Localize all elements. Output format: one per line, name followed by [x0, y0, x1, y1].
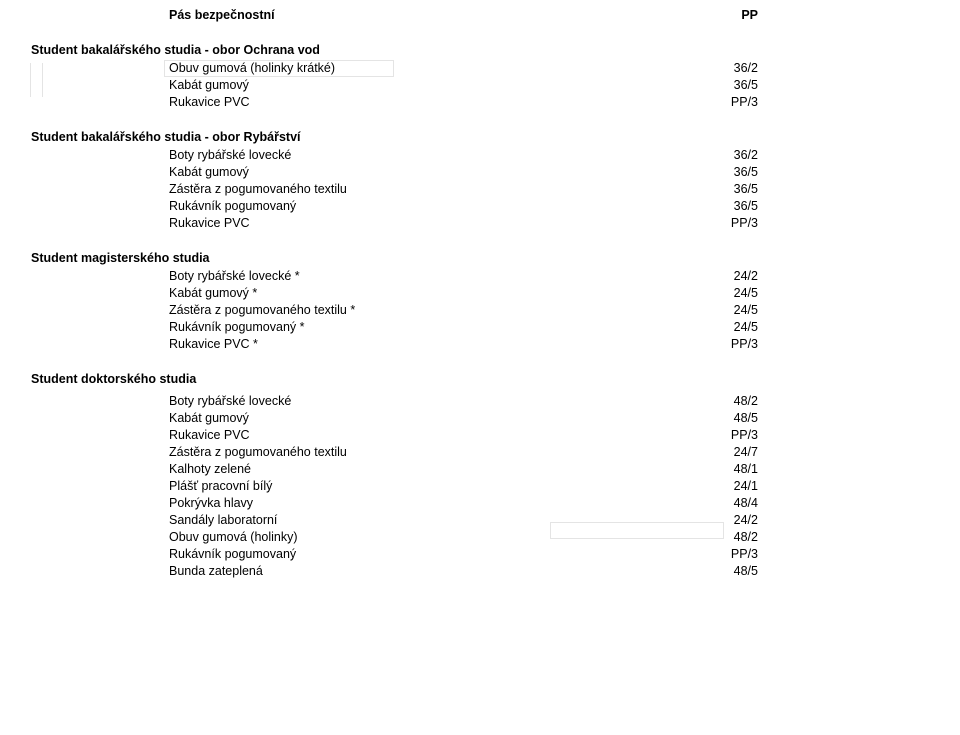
item-label: Boty rybářské lovecké — [168, 394, 291, 408]
page: Pás bezpečnostní PP Student bakalářského s… — [0, 0, 960, 735]
item-value: 24/1 — [680, 479, 760, 493]
list-item: Rukávník pogumovaný * 24/5 — [0, 318, 960, 335]
spacer — [0, 110, 960, 127]
item-value: PP — [680, 8, 760, 22]
item-value: PP/3 — [680, 428, 760, 442]
item-value: 36/5 — [680, 182, 760, 196]
item-label: Rukavice PVC — [168, 428, 250, 442]
list-item: Pás bezpečnostní PP — [0, 6, 960, 23]
item-label: Kalhoty zelené — [168, 462, 251, 476]
item-label: Rukavice PVC — [168, 216, 250, 230]
list-item: Boty rybářské lovecké 36/2 — [0, 146, 960, 163]
list-item: Sandály laboratorní 24/2 — [0, 511, 960, 528]
item-label: Zástěra z pogumovaného textilu — [168, 445, 347, 459]
item-value: 36/2 — [680, 148, 760, 162]
list-item: Kabát gumový 48/5 — [0, 409, 960, 426]
item-label: Rukávník pogumovaný * — [168, 320, 305, 334]
item-label: Kabát gumový — [168, 78, 249, 92]
item-label: Zástěra z pogumovaného textilu * — [168, 303, 355, 317]
list-item: Kabát gumový * 24/5 — [0, 284, 960, 301]
list-item: Bunda zateplená 48/5 — [0, 562, 960, 579]
list-item: Pokrývka hlavy 48/4 — [0, 494, 960, 511]
item-label: Boty rybářské lovecké * — [168, 269, 300, 283]
list-item: Kabát gumový 36/5 — [0, 76, 960, 93]
item-value: PP/3 — [680, 95, 760, 109]
item-label: Obuv gumová (holinky krátké) — [168, 61, 335, 75]
list-item: Plášť pracovní bílý 24/1 — [0, 477, 960, 494]
item-label: Pás bezpečnostní — [168, 8, 275, 22]
item-label: Kabát gumový — [168, 165, 249, 179]
item-label: Kabát gumový — [168, 411, 249, 425]
item-value: PP/3 — [680, 547, 760, 561]
item-label: Rukavice PVC — [168, 95, 250, 109]
item-value: 48/1 — [680, 462, 760, 476]
section-heading: Student bakalářského studia - obor Ochra… — [0, 40, 960, 59]
vertical-rule — [42, 63, 43, 97]
spacer — [0, 23, 960, 40]
item-label: Sandály laboratorní — [168, 513, 277, 527]
heading-text: Student bakalářského studia - obor Ochra… — [30, 43, 320, 57]
item-value: 24/5 — [680, 320, 760, 334]
item-value: 48/4 — [680, 496, 760, 510]
section-heading: Student doktorského studia — [0, 369, 960, 388]
list-item: Rukavice PVC PP/3 — [0, 214, 960, 231]
item-label: Rukávník pogumovaný — [168, 547, 296, 561]
item-label: Boty rybářské lovecké — [168, 148, 291, 162]
item-value: 24/5 — [680, 286, 760, 300]
list-item: Boty rybářské lovecké 48/2 — [0, 392, 960, 409]
item-label: Kabát gumový * — [168, 286, 257, 300]
item-value: 48/5 — [680, 564, 760, 578]
list-item: Kabát gumový 36/5 — [0, 163, 960, 180]
list-item: Zástěra z pogumovaného textilu * 24/5 — [0, 301, 960, 318]
item-value: 36/5 — [680, 199, 760, 213]
list-item: Rukávník pogumovaný 36/5 — [0, 197, 960, 214]
heading-text: Student doktorského studia — [30, 372, 196, 386]
item-value: 48/2 — [680, 394, 760, 408]
list-item: Boty rybářské lovecké * 24/2 — [0, 267, 960, 284]
item-label: Rukávník pogumovaný — [168, 199, 296, 213]
item-label: Pokrývka hlavy — [168, 496, 253, 510]
list-item: Zástěra z pogumovaného textilu 36/5 — [0, 180, 960, 197]
item-value: 48/2 — [680, 530, 760, 544]
section-heading: Student magisterského studia — [0, 248, 960, 267]
list-item: Rukavice PVC PP/3 — [0, 426, 960, 443]
item-label: Obuv gumová (holinky) — [168, 530, 298, 544]
heading-text: Student bakalářského studia - obor Rybář… — [30, 130, 301, 144]
list-item: Kalhoty zelené 48/1 — [0, 460, 960, 477]
item-value: PP/3 — [680, 216, 760, 230]
item-label: Plášť pracovní bílý — [168, 479, 272, 493]
item-value: 24/7 — [680, 445, 760, 459]
item-label: Rukavice PVC * — [168, 337, 258, 351]
item-value: 36/5 — [680, 78, 760, 92]
item-value: 24/2 — [680, 513, 760, 527]
item-label: Zástěra z pogumovaného textilu — [168, 182, 347, 196]
vertical-rule — [30, 63, 31, 97]
item-value: 24/5 — [680, 303, 760, 317]
heading-text: Student magisterského studia — [30, 251, 210, 265]
item-value: 36/5 — [680, 165, 760, 179]
spacer — [0, 352, 960, 369]
spacer — [0, 231, 960, 248]
item-value: 48/5 — [680, 411, 760, 425]
list-item: Zástěra z pogumovaného textilu 24/7 — [0, 443, 960, 460]
list-item: Obuv gumová (holinky krátké) 36/2 — [0, 59, 960, 76]
item-value: 24/2 — [680, 269, 760, 283]
item-value: PP/3 — [680, 337, 760, 351]
list-item: Rukávník pogumovaný PP/3 — [0, 545, 960, 562]
section-heading: Student bakalářského studia - obor Rybář… — [0, 127, 960, 146]
list-item: Rukavice PVC * PP/3 — [0, 335, 960, 352]
list-item: Obuv gumová (holinky) 48/2 — [0, 528, 960, 545]
list-item: Rukavice PVC PP/3 — [0, 93, 960, 110]
item-value: 36/2 — [680, 61, 760, 75]
item-label: Bunda zateplená — [168, 564, 263, 578]
